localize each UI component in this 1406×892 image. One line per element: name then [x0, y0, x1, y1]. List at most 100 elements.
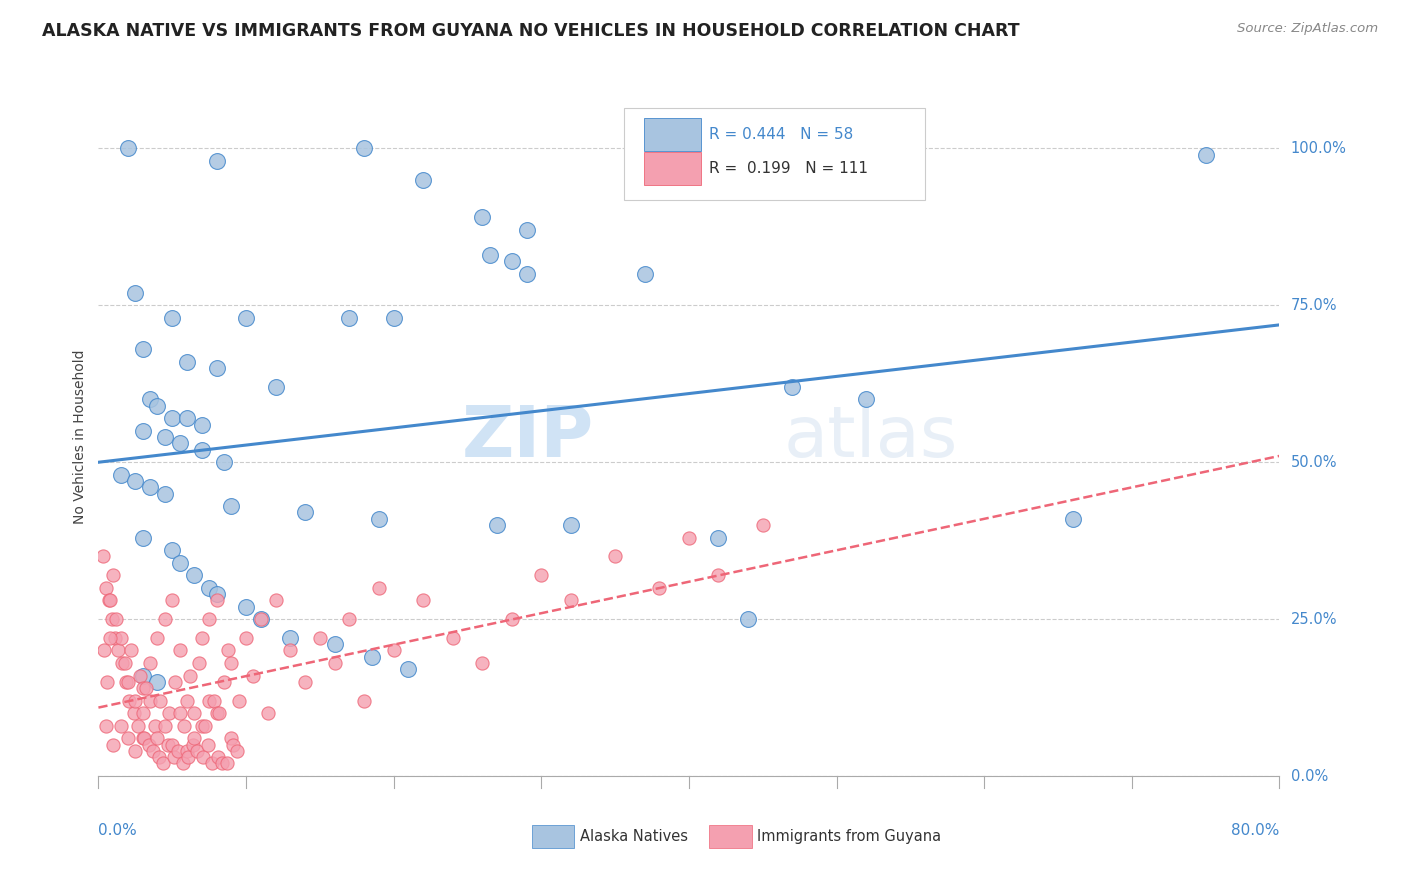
Point	[97, 593, 120, 607]
Point	[353, 694, 375, 708]
Point	[205, 706, 228, 721]
Text: 0.0%: 0.0%	[98, 823, 138, 838]
Point	[257, 706, 280, 721]
Point	[205, 153, 228, 168]
Point	[105, 612, 128, 626]
Point	[368, 581, 391, 595]
Text: R = 0.444   N = 58: R = 0.444 N = 58	[709, 128, 853, 142]
Point	[191, 631, 214, 645]
Point	[162, 593, 183, 607]
Point	[169, 643, 191, 657]
Text: R =  0.199   N = 111: R = 0.199 N = 111	[709, 161, 868, 176]
Point	[135, 681, 157, 695]
Point	[737, 612, 759, 626]
Point	[110, 631, 132, 645]
Text: 80.0%: 80.0%	[1232, 823, 1279, 838]
Point	[221, 656, 243, 670]
Point	[191, 719, 214, 733]
Point	[132, 424, 155, 438]
Point	[153, 719, 176, 733]
Point	[104, 631, 127, 645]
FancyBboxPatch shape	[644, 119, 700, 151]
Text: ZIP: ZIP	[463, 402, 595, 472]
Point	[91, 549, 114, 564]
Point	[242, 668, 264, 682]
Point	[110, 467, 132, 482]
Point	[169, 436, 191, 450]
Point	[191, 442, 214, 457]
Point	[235, 631, 257, 645]
Point	[235, 310, 257, 325]
Point	[167, 744, 190, 758]
Point	[162, 310, 183, 325]
Point	[382, 310, 405, 325]
Text: 50.0%: 50.0%	[1291, 455, 1337, 470]
Point	[412, 593, 434, 607]
Point	[96, 674, 118, 689]
Point	[153, 430, 176, 444]
Point	[221, 499, 243, 513]
Point	[198, 581, 221, 595]
Point	[339, 612, 361, 626]
Point	[100, 612, 122, 626]
Point	[198, 612, 221, 626]
Point	[183, 731, 205, 746]
Point	[146, 674, 169, 689]
Point	[127, 719, 149, 733]
Point	[197, 738, 219, 752]
Point	[165, 674, 187, 689]
Point	[103, 738, 125, 752]
Point	[193, 750, 215, 764]
Point	[441, 631, 464, 645]
Point	[353, 141, 375, 155]
FancyBboxPatch shape	[624, 108, 925, 200]
Point	[228, 694, 250, 708]
Point	[132, 731, 155, 746]
Point	[183, 568, 205, 582]
Point	[163, 750, 186, 764]
Text: Immigrants from Guyana: Immigrants from Guyana	[758, 829, 942, 844]
Point	[153, 612, 176, 626]
Text: 100.0%: 100.0%	[1291, 141, 1347, 156]
Point	[103, 568, 125, 582]
Point	[152, 756, 174, 771]
Point	[280, 631, 302, 645]
Point	[235, 599, 257, 614]
Point	[128, 668, 150, 682]
Point	[294, 674, 316, 689]
Point	[124, 694, 146, 708]
Point	[124, 474, 146, 488]
Point	[148, 750, 170, 764]
Text: 25.0%: 25.0%	[1291, 612, 1337, 626]
Point	[782, 380, 804, 394]
Text: Alaska Natives: Alaska Natives	[581, 829, 689, 844]
Point	[194, 719, 217, 733]
Point	[139, 656, 162, 670]
Point	[212, 674, 235, 689]
Point	[516, 223, 538, 237]
Point	[132, 706, 155, 721]
Point	[486, 518, 509, 533]
Point	[139, 480, 162, 494]
Point	[157, 706, 180, 721]
Point	[560, 518, 582, 533]
Point	[191, 417, 214, 432]
Point	[177, 750, 200, 764]
Point	[111, 656, 134, 670]
Point	[98, 631, 121, 645]
Text: 75.0%: 75.0%	[1291, 298, 1337, 313]
Point	[176, 694, 198, 708]
Point	[134, 731, 156, 746]
Point	[294, 505, 316, 519]
Point	[107, 643, 129, 657]
Text: Source: ZipAtlas.com: Source: ZipAtlas.com	[1237, 22, 1378, 36]
Point	[132, 681, 155, 695]
Point	[215, 756, 238, 771]
Point	[752, 518, 775, 533]
Point	[124, 285, 146, 300]
Point	[211, 756, 233, 771]
Point	[173, 719, 195, 733]
Point	[707, 568, 730, 582]
FancyBboxPatch shape	[531, 825, 575, 848]
Point	[382, 643, 405, 657]
